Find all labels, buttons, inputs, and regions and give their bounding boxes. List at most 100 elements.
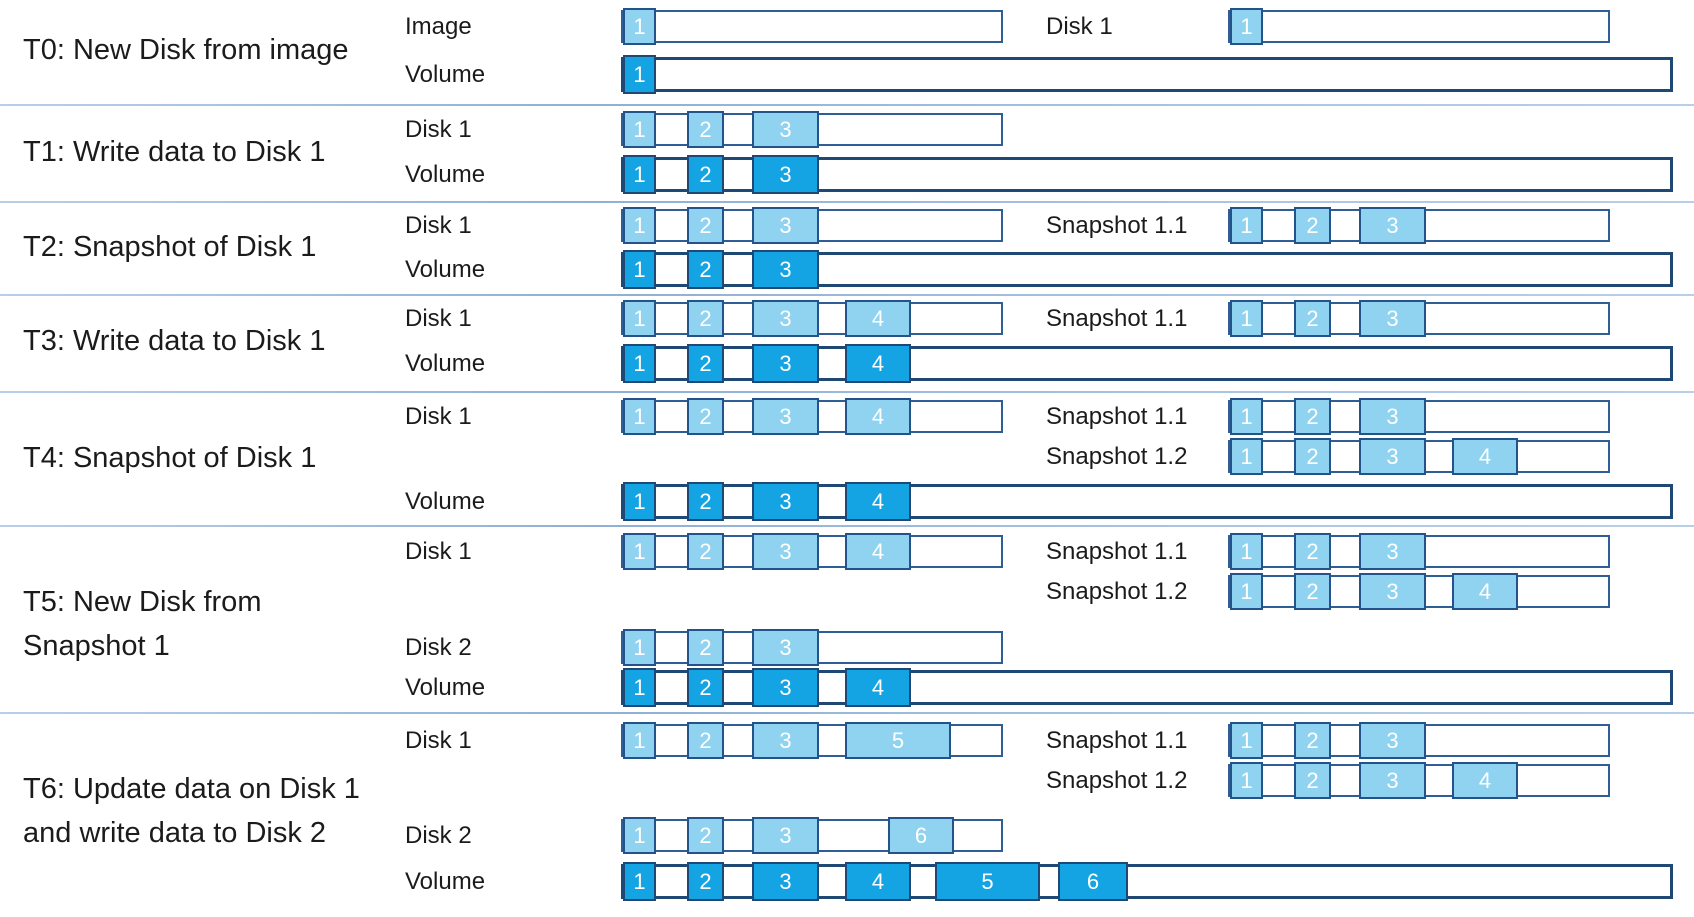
- data-block: 1: [1230, 8, 1263, 45]
- data-block: 1: [623, 8, 656, 45]
- row-label: Volume: [405, 61, 486, 88]
- data-block: 1: [623, 482, 656, 521]
- data-block: 2: [1294, 300, 1331, 337]
- data-block: 3: [752, 344, 819, 383]
- data-block: 2: [1294, 722, 1331, 759]
- data-block: 4: [845, 300, 911, 337]
- data-block: 4: [845, 533, 911, 570]
- data-block: 2: [687, 629, 724, 666]
- data-block: 1: [623, 862, 656, 901]
- data-block: 3: [752, 722, 819, 759]
- data-block: 5: [845, 722, 951, 759]
- data-block: 2: [687, 482, 724, 521]
- data-block: 2: [687, 344, 724, 383]
- data-block: 4: [1452, 762, 1518, 799]
- data-block: 6: [888, 817, 954, 854]
- row-label: Snapshot 1.2: [1046, 767, 1188, 794]
- data-block: 2: [687, 111, 724, 148]
- section-title: T4: Snapshot of Disk 1: [23, 442, 317, 474]
- data-block: 1: [1230, 722, 1263, 759]
- data-block: 1: [623, 250, 656, 289]
- data-block: 2: [687, 533, 724, 570]
- disk-bar: [621, 10, 1003, 43]
- data-block: 1: [623, 817, 656, 854]
- snapshot-bar: [1228, 10, 1610, 43]
- data-block: 3: [752, 111, 819, 148]
- section-separator: [0, 201, 1694, 203]
- row-label: Disk 1: [405, 116, 472, 143]
- data-block: 3: [1359, 398, 1426, 435]
- data-block: 4: [1452, 573, 1518, 610]
- data-block: 1: [1230, 573, 1263, 610]
- data-block: 1: [623, 629, 656, 666]
- row-label: Disk 1: [1046, 13, 1113, 40]
- data-block: 1: [623, 344, 656, 383]
- section-title: T2: Snapshot of Disk 1: [23, 231, 317, 263]
- data-block: 1: [1230, 438, 1263, 475]
- data-block: 1: [623, 722, 656, 759]
- data-block: 2: [687, 668, 724, 707]
- section-separator: [0, 391, 1694, 393]
- row-label: Volume: [405, 868, 486, 895]
- data-block: 3: [752, 155, 819, 194]
- row-label: Disk 1: [405, 727, 472, 754]
- data-block: 1: [1230, 762, 1263, 799]
- data-block: 6: [1058, 862, 1128, 901]
- data-block: 3: [752, 533, 819, 570]
- row-label: Image: [405, 13, 472, 40]
- data-block: 1: [1230, 300, 1263, 337]
- data-block: 1: [623, 398, 656, 435]
- section-title: T5: New Disk from: [23, 586, 262, 618]
- data-block: 1: [623, 111, 656, 148]
- row-label: Volume: [405, 256, 486, 283]
- section-title: T0: New Disk from image: [23, 34, 349, 66]
- volume-bar: [621, 57, 1673, 92]
- data-block: 3: [1359, 573, 1426, 610]
- data-block: 3: [1359, 722, 1426, 759]
- data-block: 1: [623, 668, 656, 707]
- row-label: Volume: [405, 674, 486, 701]
- row-label: Snapshot 1.2: [1046, 443, 1188, 470]
- row-label: Snapshot 1.1: [1046, 212, 1188, 239]
- data-block: 4: [845, 668, 911, 707]
- data-block: 2: [687, 250, 724, 289]
- row-label: Volume: [405, 488, 486, 515]
- data-block: 2: [1294, 438, 1331, 475]
- data-block: 2: [1294, 398, 1331, 435]
- data-block: 3: [752, 817, 819, 854]
- data-block: 2: [687, 862, 724, 901]
- row-label: Volume: [405, 350, 486, 377]
- data-block: 2: [687, 817, 724, 854]
- data-block: 3: [1359, 533, 1426, 570]
- data-block: 3: [752, 629, 819, 666]
- row-label: Snapshot 1.1: [1046, 538, 1188, 565]
- data-block: 4: [845, 482, 911, 521]
- data-block: 1: [1230, 533, 1263, 570]
- data-block: 1: [1230, 207, 1263, 244]
- row-label: Disk 1: [405, 212, 472, 239]
- row-label: Snapshot 1.1: [1046, 305, 1188, 332]
- row-label: Snapshot 1.1: [1046, 727, 1188, 754]
- data-block: 2: [1294, 762, 1331, 799]
- section-title: T1: Write data to Disk 1: [23, 136, 326, 168]
- section-separator: [0, 104, 1694, 106]
- data-block: 3: [1359, 762, 1426, 799]
- row-label: Disk 2: [405, 634, 472, 661]
- section-title: Snapshot 1: [23, 630, 170, 662]
- data-block: 2: [687, 398, 724, 435]
- data-block: 1: [623, 207, 656, 244]
- section-title: T6: Update data on Disk 1: [23, 773, 360, 805]
- section-separator: [0, 294, 1694, 296]
- data-block: 2: [1294, 207, 1331, 244]
- data-block: 3: [752, 482, 819, 521]
- row-label: Disk 1: [405, 538, 472, 565]
- data-block: 3: [752, 398, 819, 435]
- section-separator: [0, 525, 1694, 527]
- data-block: 2: [1294, 573, 1331, 610]
- data-block: 2: [687, 300, 724, 337]
- data-block: 3: [752, 250, 819, 289]
- data-block: 1: [623, 55, 656, 94]
- data-block: 1: [1230, 398, 1263, 435]
- data-block: 2: [1294, 533, 1331, 570]
